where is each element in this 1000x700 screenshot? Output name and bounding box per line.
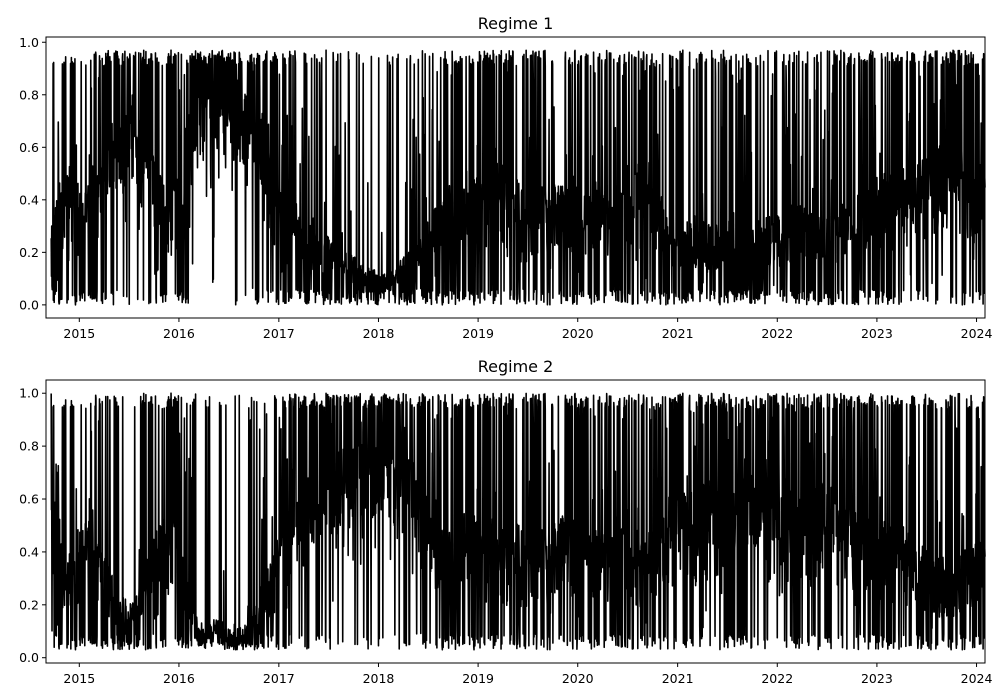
x-tick-label: 2024 (961, 326, 993, 341)
subplot-regime-1: Regime 1 0.0 0.2 0.4 0.6 0.8 1.0 2015 2016 2017… (19, 14, 992, 341)
y-axis: 0.0 0.2 0.4 0.6 0.8 1.0 (19, 35, 46, 312)
x-tick-label: 2023 (861, 671, 893, 686)
y-tick-label: 0.8 (19, 87, 39, 102)
x-tick-label: 2019 (462, 671, 494, 686)
y-axis: 0.0 0.2 0.4 0.6 0.8 1.0 (19, 386, 46, 665)
y-tick-label: 0.0 (19, 650, 39, 665)
y-tick-label: 0.0 (19, 297, 39, 312)
y-tick-label: 0.4 (19, 192, 39, 207)
y-tick-label: 1.0 (19, 35, 39, 50)
x-tick-label: 2018 (363, 326, 395, 341)
subplot-regime-2: Regime 2 0.0 0.2 0.4 0.6 0.8 1.0 2015 2016 2017… (19, 357, 992, 686)
x-tick-label: 2022 (761, 671, 793, 686)
y-tick-label: 0.6 (19, 140, 39, 155)
x-tick-label: 2021 (662, 671, 694, 686)
y-tick-label: 1.0 (19, 386, 39, 401)
x-tick-label: 2021 (662, 326, 694, 341)
series-group (50, 392, 986, 651)
y-tick-label: 0.2 (19, 245, 39, 260)
x-tick-label: 2017 (263, 326, 295, 341)
x-tick-label: 2022 (761, 326, 793, 341)
x-axis: 2015 2016 2017 2018 2019 2020 2021 2022 2023 2024 (63, 663, 992, 686)
chart-title: Regime 2 (478, 357, 554, 376)
y-tick-label: 0.6 (19, 492, 39, 507)
x-tick-label: 2018 (363, 671, 395, 686)
series-group (50, 49, 986, 306)
x-tick-label: 2017 (263, 671, 295, 686)
y-tick-label: 0.8 (19, 439, 39, 454)
x-tick-label: 2015 (63, 326, 95, 341)
series-line (50, 49, 986, 306)
series-line (50, 392, 986, 651)
x-tick-label: 2020 (562, 671, 594, 686)
x-tick-label: 2016 (163, 671, 195, 686)
chart-title: Regime 1 (478, 14, 554, 33)
x-tick-label: 2019 (462, 326, 494, 341)
x-tick-label: 2024 (961, 671, 993, 686)
plot-frame (45, 36, 986, 319)
plot-frame (45, 379, 986, 664)
y-tick-label: 0.2 (19, 597, 39, 612)
x-tick-label: 2015 (63, 671, 95, 686)
x-axis: 2015 2016 2017 2018 2019 2020 2021 2022 2023 2024 (63, 318, 992, 341)
x-tick-label: 2023 (861, 326, 893, 341)
x-tick-label: 2020 (562, 326, 594, 341)
x-tick-label: 2016 (163, 326, 195, 341)
y-tick-label: 0.4 (19, 544, 39, 559)
